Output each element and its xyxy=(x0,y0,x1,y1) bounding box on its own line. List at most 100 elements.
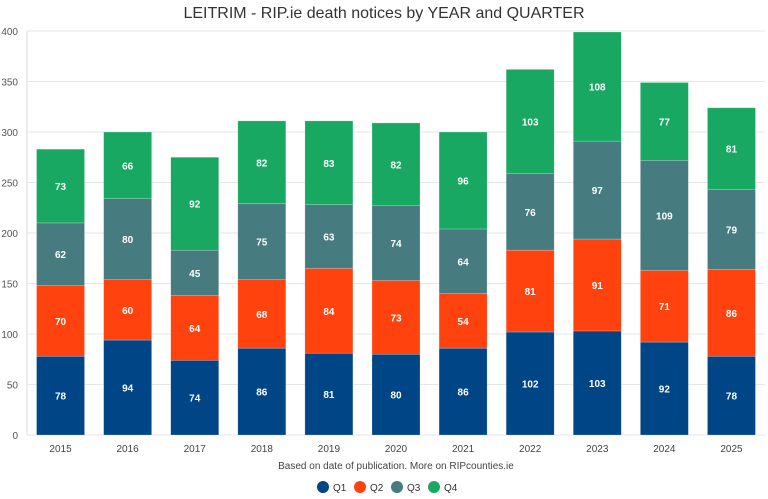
bar-segment-q3 xyxy=(438,228,488,294)
x-tick-label: 2018 xyxy=(251,444,274,455)
y-tick-label: 400 xyxy=(1,27,18,38)
legend-marker-q3 xyxy=(391,481,403,493)
x-tick-label: 2020 xyxy=(385,444,408,455)
y-tick-label: 250 xyxy=(1,179,18,190)
data-label: 74 xyxy=(189,394,201,405)
data-label: 81 xyxy=(323,390,335,401)
data-label: 103 xyxy=(522,117,539,128)
data-label: 92 xyxy=(659,385,671,396)
bar-segment-q1 xyxy=(371,353,421,436)
bar-segment-q2 xyxy=(505,249,555,333)
data-label: 97 xyxy=(592,186,604,197)
legend-marker-q2 xyxy=(354,481,366,493)
x-tick-label: 2015 xyxy=(49,444,72,455)
bar-segment-q2 xyxy=(36,285,85,357)
bar-segment-q1 xyxy=(572,330,622,436)
legend-label: Q3 xyxy=(407,483,421,494)
data-label: 108 xyxy=(589,83,606,94)
bar-segment-q3 xyxy=(505,173,555,251)
data-label: 70 xyxy=(55,317,67,328)
data-label: 71 xyxy=(659,302,671,313)
data-label: 91 xyxy=(592,281,604,292)
data-label: 94 xyxy=(122,384,134,395)
data-label: 63 xyxy=(323,233,335,244)
data-label: 75 xyxy=(256,238,268,249)
bar-segment-q4 xyxy=(640,82,689,161)
x-tick-label: 2025 xyxy=(720,444,743,455)
bar-segment-q2 xyxy=(103,279,152,341)
data-label: 86 xyxy=(458,388,470,399)
bar-segment-q4 xyxy=(103,131,152,199)
data-label: 78 xyxy=(726,392,738,403)
y-tick-label: 350 xyxy=(1,78,18,89)
legend-marker-q4 xyxy=(428,481,440,493)
x-tick-label: 2021 xyxy=(452,444,475,455)
data-label: 80 xyxy=(122,235,134,246)
legend-label: Q2 xyxy=(370,483,384,494)
bar-segment-q1 xyxy=(36,355,85,436)
bar-segment-q4 xyxy=(36,148,85,224)
bar-segment-q4 xyxy=(371,122,421,207)
chart-subtitle: Based on date of publication. More on RI… xyxy=(278,461,514,472)
bar-segment-q3 xyxy=(640,159,689,271)
chart-title: LEITRIM - RIP.ie death notices by YEAR a… xyxy=(183,5,584,22)
data-label: 86 xyxy=(256,388,268,399)
y-tick-label: 150 xyxy=(1,280,18,291)
x-tick-label: 2024 xyxy=(653,444,676,455)
data-label: 96 xyxy=(458,176,470,187)
data-label: 73 xyxy=(390,313,402,324)
bar-segment-q3 xyxy=(371,205,421,281)
data-label: 73 xyxy=(55,182,67,193)
y-tick-label: 100 xyxy=(1,330,18,341)
x-tick-label: 2016 xyxy=(117,444,140,455)
data-label: 76 xyxy=(525,208,537,219)
data-label: 66 xyxy=(122,161,134,172)
legend-marker-q1 xyxy=(317,481,329,493)
data-label: 64 xyxy=(458,257,470,268)
data-label: 68 xyxy=(256,310,268,321)
bar-segment-q1 xyxy=(438,347,488,436)
y-tick-label: 300 xyxy=(1,128,18,139)
bar-segment-q1 xyxy=(304,352,354,436)
bar-segment-q2 xyxy=(438,293,488,349)
bar-segment-q3 xyxy=(103,198,152,280)
y-tick-label: 0 xyxy=(12,431,18,442)
data-label: 77 xyxy=(659,117,671,128)
bar-segment-q4 xyxy=(505,69,555,174)
x-tick-label: 2022 xyxy=(519,444,542,455)
data-label: 45 xyxy=(189,269,201,280)
bar-segment-q1 xyxy=(103,339,152,436)
bar-segment-q4 xyxy=(170,156,220,251)
bar-segment-q2 xyxy=(170,295,220,361)
bar-segment-q2 xyxy=(572,238,622,332)
x-tick-label: 2019 xyxy=(318,444,341,455)
data-label: 82 xyxy=(256,158,268,169)
bar-segment-q2 xyxy=(371,280,421,355)
y-tick-label: 50 xyxy=(7,381,19,392)
bar-segment-q4 xyxy=(304,120,354,206)
bar-segment-q1 xyxy=(170,359,220,436)
data-label: 84 xyxy=(323,307,335,318)
data-label: 62 xyxy=(55,250,67,261)
data-label: 102 xyxy=(522,379,539,390)
bar-segment-q3 xyxy=(237,203,287,280)
data-label: 64 xyxy=(189,324,201,335)
data-label: 60 xyxy=(122,306,134,317)
bar-segment-q1 xyxy=(640,341,689,436)
data-label: 78 xyxy=(55,392,67,403)
bar-segment-q1 xyxy=(505,331,555,436)
bar-segment-q1 xyxy=(237,347,287,436)
data-label: 82 xyxy=(390,160,402,171)
data-label: 109 xyxy=(656,211,673,222)
bar-segment-q3 xyxy=(36,222,85,286)
data-label: 74 xyxy=(390,239,402,250)
bar-segment-q4 xyxy=(438,131,488,230)
bar-segment-q1 xyxy=(707,355,756,436)
bar-segment-q2 xyxy=(707,269,756,357)
bar-segment-q4 xyxy=(237,120,287,205)
bar-segment-q3 xyxy=(572,140,622,240)
data-label: 80 xyxy=(390,391,402,402)
bar-segment-q3 xyxy=(170,249,220,296)
data-label: 103 xyxy=(589,379,606,390)
